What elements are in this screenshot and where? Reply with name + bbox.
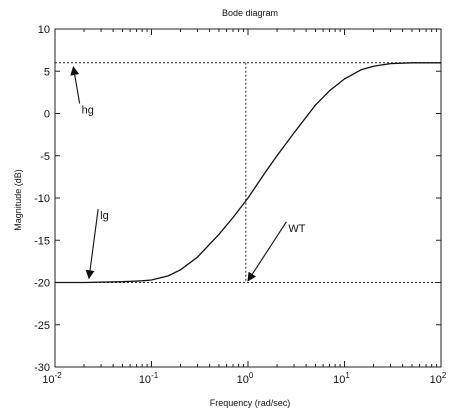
annotation-arrow bbox=[85, 209, 99, 280]
y-tick-label: -20 bbox=[34, 278, 50, 290]
y-tick-label: -5 bbox=[40, 151, 50, 163]
x-tick-label: 101 bbox=[333, 371, 350, 386]
y-tick-label: -15 bbox=[34, 235, 50, 247]
annotation-label: lg bbox=[100, 210, 109, 222]
y-tick-label: 10 bbox=[38, 24, 50, 36]
x-tick-label: 102 bbox=[430, 371, 447, 386]
y-axis-label: Magnitude (dB) bbox=[13, 169, 23, 231]
annotation-label: hg bbox=[82, 105, 94, 117]
y-tick-label: 0 bbox=[44, 109, 50, 121]
y-tick-label: 5 bbox=[44, 66, 50, 78]
y-tick-label: -25 bbox=[34, 320, 50, 332]
y-tick-label: -30 bbox=[34, 362, 50, 374]
chart-title: Bode diagram bbox=[222, 8, 278, 18]
annotation-arrow bbox=[247, 221, 287, 282]
y-tick-label: -10 bbox=[34, 193, 50, 205]
x-tick-label: 10-1 bbox=[139, 371, 159, 386]
x-tick-label: 100 bbox=[237, 371, 254, 386]
annotation-arrow bbox=[70, 66, 81, 104]
x-axis-label: Frequency (rad/sec) bbox=[210, 398, 291, 408]
annotation-label: WT bbox=[288, 223, 305, 235]
x-tick-label: 10-2 bbox=[42, 371, 62, 386]
magnitude-curve bbox=[55, 62, 441, 284]
